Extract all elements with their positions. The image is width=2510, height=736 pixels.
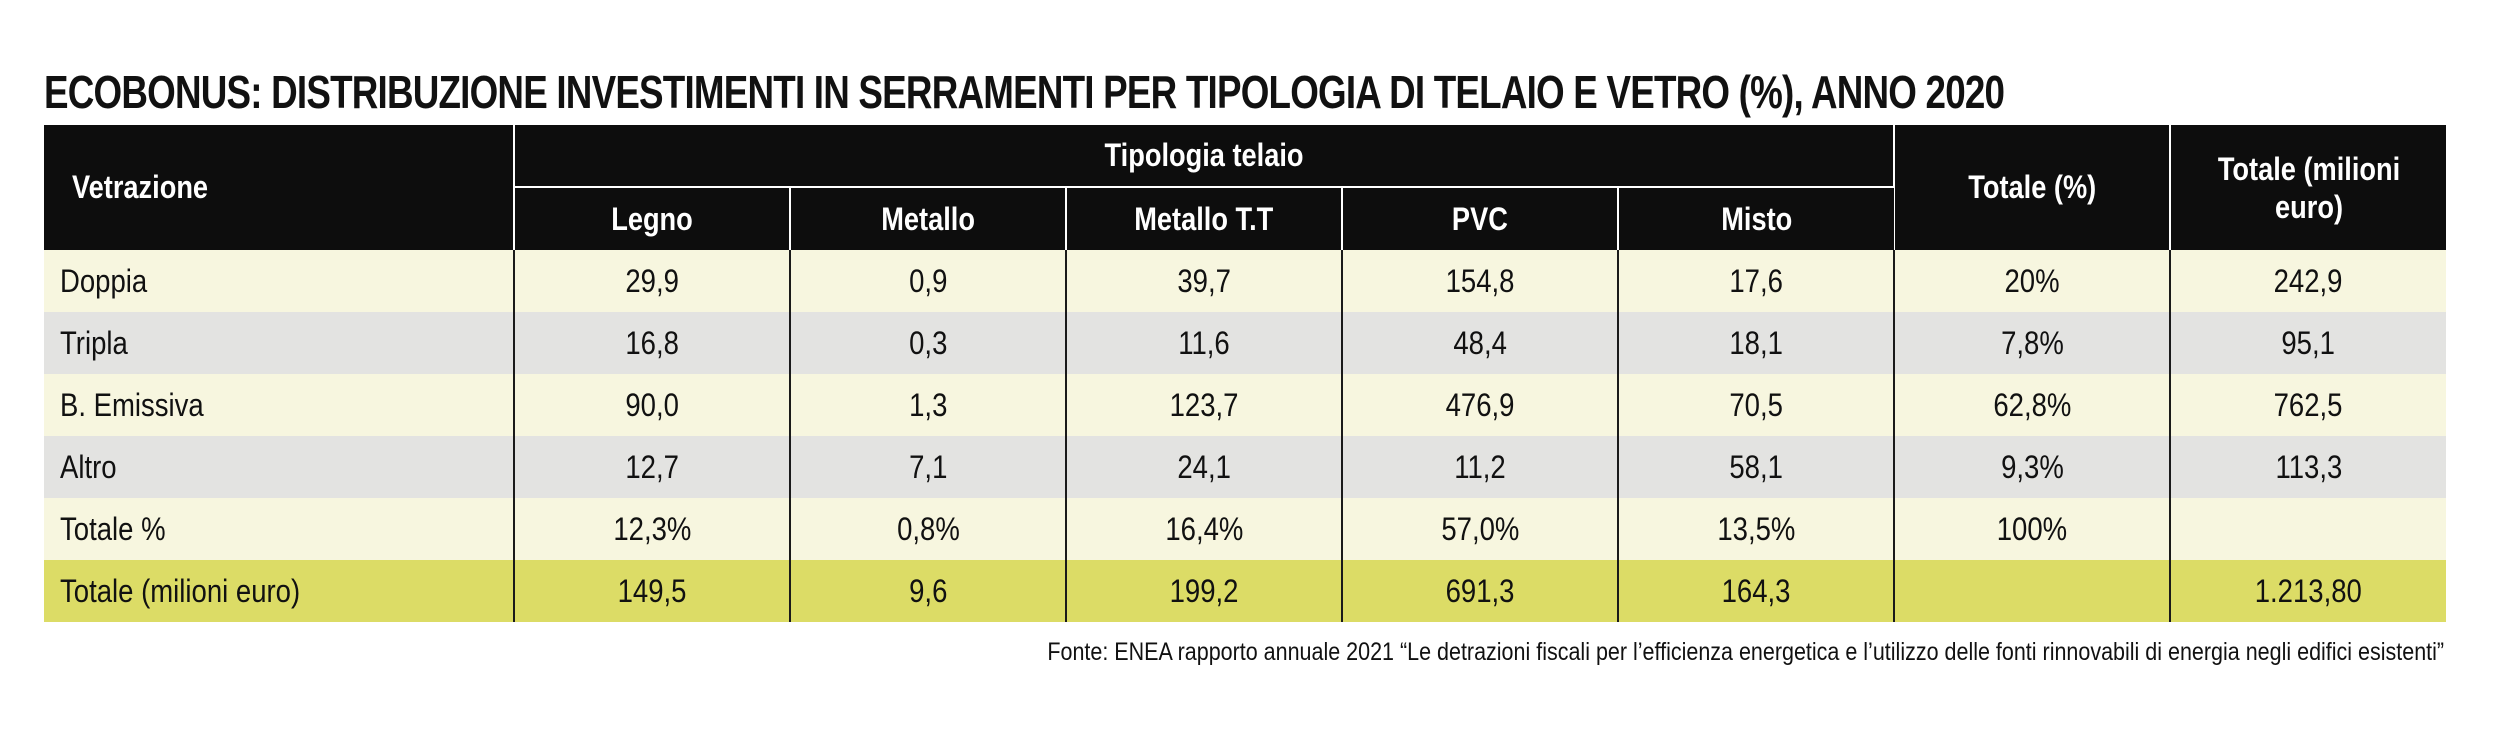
table-cell: 1,3 bbox=[790, 374, 1067, 436]
table-cell: 48,4 bbox=[1342, 312, 1619, 374]
table-cell: 7,1 bbox=[790, 436, 1067, 498]
table-cell: 18,1 bbox=[1618, 312, 1895, 374]
table-cell bbox=[1894, 560, 2171, 622]
row-label: Altro bbox=[44, 436, 515, 498]
column-header-tipologia-telaio: Tipologia telaio bbox=[514, 125, 1895, 187]
table-cell: 164,3 bbox=[1618, 560, 1895, 622]
table-row-totale-milioni: Totale (milioni euro) 149,5 9,6 199,2 69… bbox=[44, 560, 2446, 622]
table-cell: 13,5% bbox=[1618, 498, 1895, 560]
table-cell: 242,9 bbox=[2170, 250, 2446, 312]
source-note: Fonte: ENEA rapporto annuale 2021 “Le de… bbox=[1047, 638, 2444, 666]
table-cell: 7,8% bbox=[1894, 312, 2171, 374]
row-label: Tripla bbox=[44, 312, 515, 374]
row-label: Totale % bbox=[44, 498, 515, 560]
table-cell: 476,9 bbox=[1342, 374, 1619, 436]
row-label: Totale (milioni euro) bbox=[44, 560, 515, 622]
column-header-legno: Legno bbox=[514, 186, 791, 250]
table-cell: 762,5 bbox=[2170, 374, 2446, 436]
table-cell: 154,8 bbox=[1342, 250, 1619, 312]
table-cell: 29,9 bbox=[514, 250, 791, 312]
table-cell: 62,8% bbox=[1894, 374, 2171, 436]
table-row-tripla: Tripla 16,8 0,3 11,6 48,4 18,1 7,8% 95,1 bbox=[44, 312, 2446, 374]
column-header-totale-pct: Totale (%) bbox=[1894, 125, 2171, 250]
table-cell: 12,3% bbox=[514, 498, 791, 560]
table-cell: 199,2 bbox=[1066, 560, 1343, 622]
table-cell: 0,8% bbox=[790, 498, 1067, 560]
table-cell: 17,6 bbox=[1618, 250, 1895, 312]
header-row-2: Legno Metallo Metallo T.T PVC Misto bbox=[44, 186, 2446, 250]
table-cell: 0,9 bbox=[790, 250, 1067, 312]
column-header-pvc: PVC bbox=[1342, 186, 1619, 250]
table-cell: 24,1 bbox=[1066, 436, 1343, 498]
column-header-totale-milioni: Totale (milioni euro) bbox=[2170, 125, 2446, 250]
table-cell: 9,6 bbox=[790, 560, 1067, 622]
investment-table: Vetrazione Tipologia telaio Totale (%) T… bbox=[44, 125, 2446, 622]
table-cell: 123,7 bbox=[1066, 374, 1343, 436]
table-cell: 70,5 bbox=[1618, 374, 1895, 436]
table-cell: 57,0% bbox=[1342, 498, 1619, 560]
column-header-misto: Misto bbox=[1618, 186, 1894, 250]
row-label: B. Emissiva bbox=[44, 374, 515, 436]
table-cell: 90,0 bbox=[514, 374, 791, 436]
table-cell: 16,4% bbox=[1066, 498, 1343, 560]
row-label: Doppia bbox=[44, 250, 515, 312]
table-cell: 11,2 bbox=[1342, 436, 1619, 498]
table-row-altro: Altro 12,7 7,1 24,1 11,2 58,1 9,3% 113,3 bbox=[44, 436, 2446, 498]
table-cell: 95,1 bbox=[2170, 312, 2446, 374]
table-cell: 149,5 bbox=[514, 560, 791, 622]
table-cell: 1.213,80 bbox=[2170, 560, 2446, 622]
column-header-metallo: Metallo bbox=[790, 186, 1067, 250]
table-cell: 12,7 bbox=[514, 436, 791, 498]
table-cell: 0,3 bbox=[790, 312, 1067, 374]
table-cell: 113,3 bbox=[2170, 436, 2446, 498]
column-header-metallo-tt: Metallo T.T bbox=[1066, 186, 1343, 250]
table-row-b-emissiva: B. Emissiva 90,0 1,3 123,7 476,9 70,5 62… bbox=[44, 374, 2446, 436]
table-cell: 58,1 bbox=[1618, 436, 1895, 498]
table-cell: 691,3 bbox=[1342, 560, 1619, 622]
table-row-totale-pct: Totale % 12,3% 0,8% 16,4% 57,0% 13,5% 10… bbox=[44, 498, 2446, 560]
table-cell bbox=[2170, 498, 2446, 560]
table-cell: 39,7 bbox=[1066, 250, 1343, 312]
header-row-1: Vetrazione Tipologia telaio Totale (%) T… bbox=[44, 125, 2446, 250]
table-cell: 100% bbox=[1894, 498, 2171, 560]
table-row-doppia: Doppia 29,9 0,9 39,7 154,8 17,6 20% 242,… bbox=[44, 250, 2446, 312]
column-header-vetrazione: Vetrazione bbox=[44, 125, 515, 250]
table-cell: 20% bbox=[1894, 250, 2171, 312]
table-cell: 11,6 bbox=[1066, 312, 1343, 374]
table-cell: 16,8 bbox=[514, 312, 791, 374]
table-cell: 9,3% bbox=[1894, 436, 2171, 498]
table-title: ECOBONUS: DISTRIBUZIONE INVESTIMENTI IN … bbox=[44, 66, 2005, 118]
